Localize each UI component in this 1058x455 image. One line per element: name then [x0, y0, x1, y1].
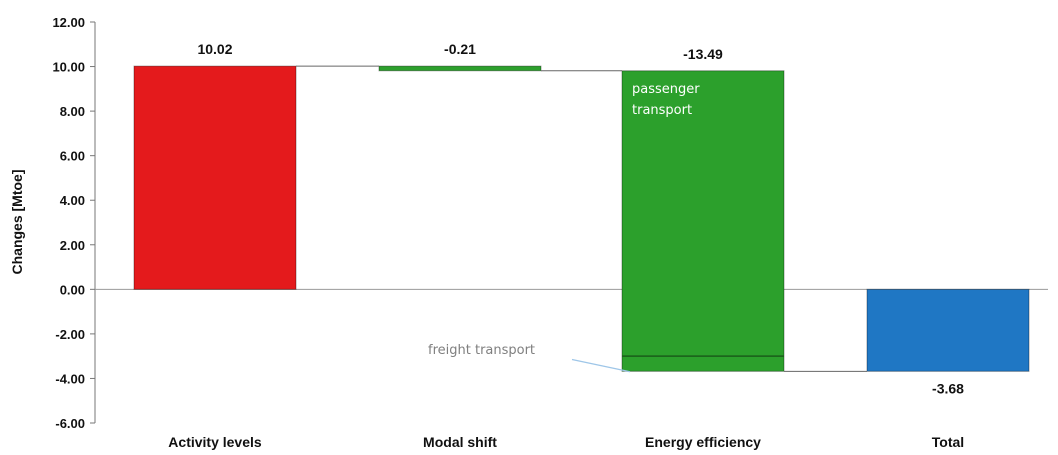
bar-energy-efficiency: [621, 70, 785, 372]
bar-activity-levels: [133, 65, 297, 290]
y-tick-label: 8.00: [60, 104, 85, 119]
bar-total: [866, 288, 1030, 372]
y-tick-label: 4.00: [60, 193, 85, 208]
y-tick-label: 10.00: [52, 60, 85, 75]
y-tick-label: -6.00: [55, 416, 85, 431]
annotation-passenger-transport: passenger: [632, 82, 700, 97]
annotation-leader-line: [571, 358, 631, 373]
category-label: Modal shift: [423, 434, 497, 450]
y-tick-label: 2.00: [60, 238, 85, 253]
data-label: -3.68: [932, 380, 964, 396]
y-tick-label: -4.00: [55, 371, 85, 386]
annotations: passenger transport freight transport: [428, 82, 700, 373]
category-label: Energy efficiency: [645, 434, 761, 450]
category-label: Activity levels: [168, 434, 262, 450]
category-label: Total: [932, 434, 964, 450]
bars: [133, 65, 1030, 372]
data-label: -0.21: [444, 41, 476, 57]
connectors: [296, 65, 867, 372]
y-axis-title: Changes [Mtoe]: [9, 170, 25, 275]
y-tick-label: 0.00: [60, 282, 85, 297]
category-labels: Activity levels Modal shift Energy efficie…: [168, 434, 964, 450]
annotation-freight-transport: freight transport: [428, 343, 535, 358]
annotation-passenger-transport: transport: [632, 103, 692, 118]
y-tick-label: -2.00: [55, 327, 85, 342]
bar-modal-shift: [378, 65, 542, 72]
y-tick-label: 6.00: [60, 149, 85, 164]
data-labels: 10.02 -0.21 -13.49 -3.68: [197, 41, 964, 396]
data-label: -13.49: [683, 46, 723, 62]
y-tick-label: 12.00: [52, 15, 85, 30]
y-axis: -6.00 -4.00 -2.00 0.00 2.00 4.00 6.00 8.00 10.00…: [52, 15, 1048, 431]
data-label: 10.02: [197, 41, 232, 57]
